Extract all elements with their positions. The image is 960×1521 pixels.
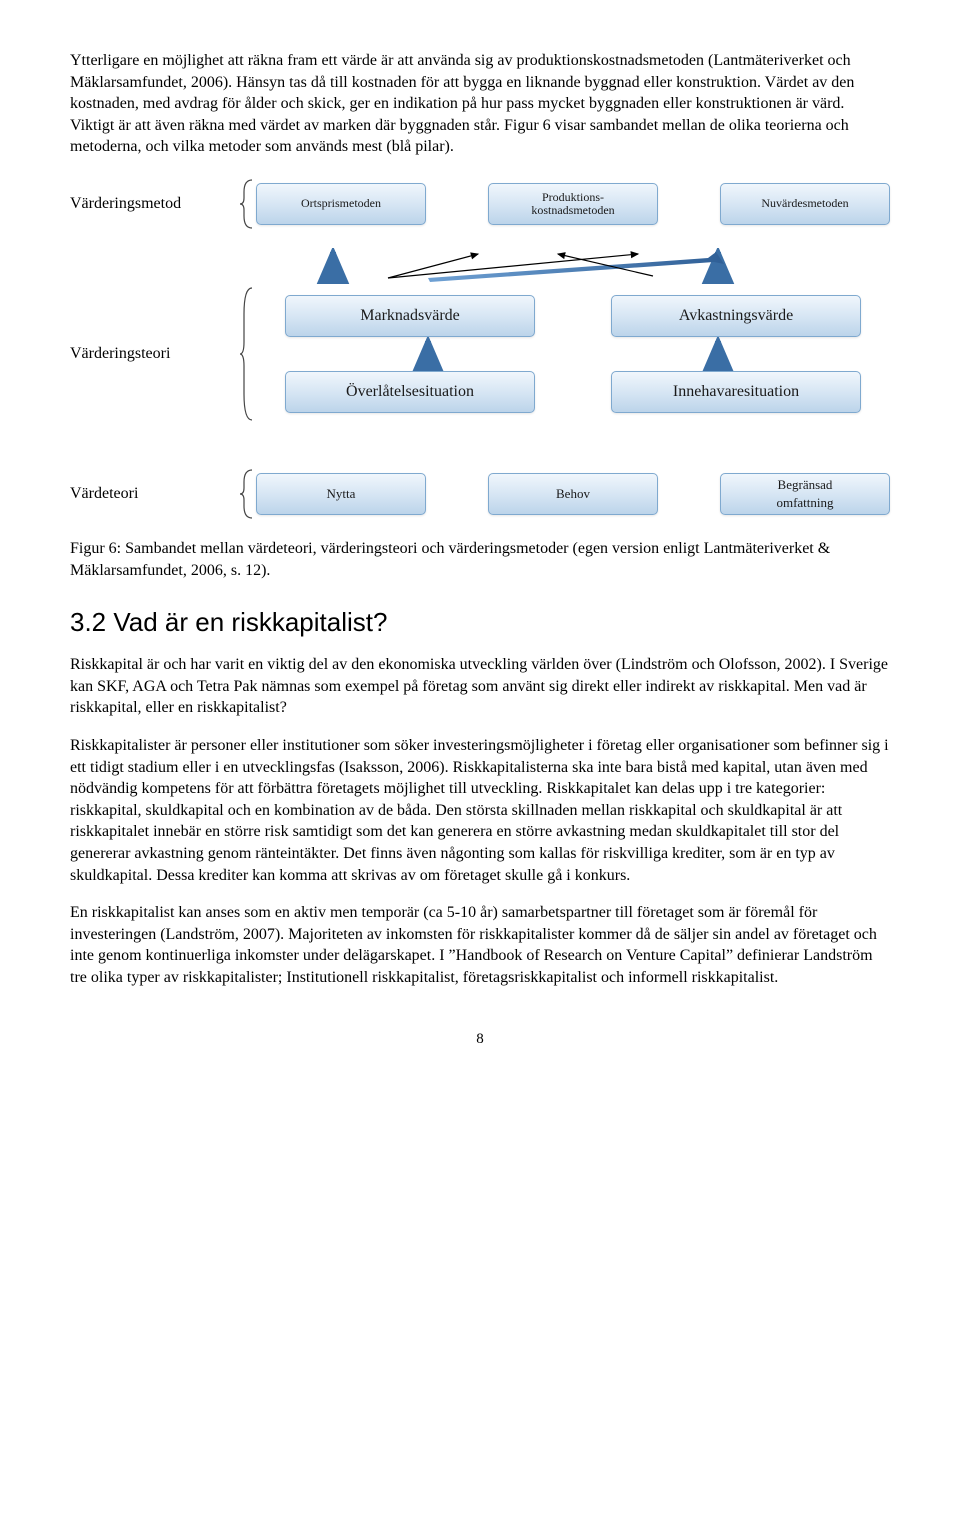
diagram-row-varderingsteori: Värderingsteori Marknadsvärde Avkastning… [70, 284, 890, 424]
diagram-row-vardeteori: Värdeteori Nytta Behov Begränsad omfattn… [70, 468, 890, 520]
arrow-layer-1 [248, 248, 808, 284]
row-label-varderingsteori: Värderingsteori [70, 343, 238, 365]
bracket-icon [238, 284, 256, 424]
box-nytta: Nytta [256, 473, 426, 515]
box-innehavaresituation: Innehavaresituation [611, 371, 861, 413]
box-begransad-omfattning: Begränsad omfattning [720, 473, 890, 515]
bracket-icon [238, 178, 256, 230]
bracket-icon [238, 468, 256, 520]
box-produktionskostnadsmetoden: Produktions- kostnadsmetoden [488, 183, 658, 225]
figure-6-diagram: Värderingsmetod Ortsprismetoden Produkti… [70, 178, 890, 520]
body-paragraph-1: Riskkapital är och har varit en viktig d… [70, 654, 890, 719]
box-overlatelsesituation: Överlåtelsesituation [285, 371, 535, 413]
body-paragraph-3: En riskkapitalist kan anses som en aktiv… [70, 902, 890, 988]
box-behov: Behov [488, 473, 658, 515]
row-label-vardeteori: Värdeteori [70, 483, 238, 505]
box-ortsprismetoden: Ortsprismetoden [256, 183, 426, 225]
box-nuvardesmetoden: Nuvärdesmetoden [720, 183, 890, 225]
row-label-varderingsmetod: Värderingsmetod [70, 193, 238, 215]
diagram-row-varderingsmetod: Värderingsmetod Ortsprismetoden Produkti… [70, 178, 890, 230]
box-avkastningsvarde: Avkastningsvärde [611, 295, 861, 337]
body-paragraph-2: Riskkapitalister är personer eller insti… [70, 735, 890, 886]
figure-caption: Figur 6: Sambandet mellan värdeteori, vä… [70, 538, 890, 581]
section-heading: 3.2 Vad är en riskkapitalist? [70, 605, 890, 640]
intro-paragraph: Ytterligare en möjlighet att räkna fram … [70, 50, 890, 158]
box-marknadsvarde: Marknadsvärde [285, 295, 535, 337]
page-number: 8 [70, 1029, 890, 1049]
